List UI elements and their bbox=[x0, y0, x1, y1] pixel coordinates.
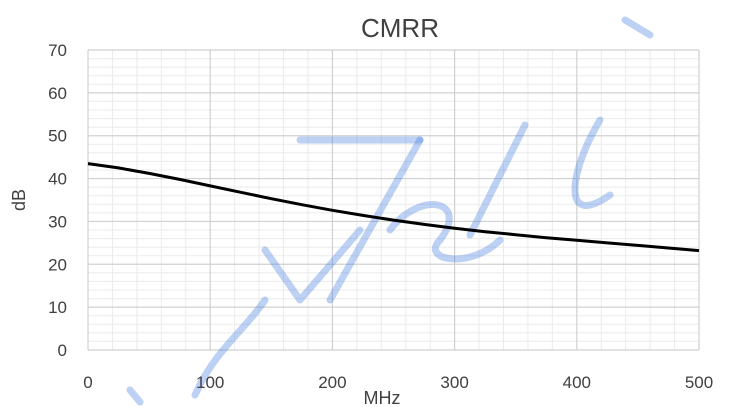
watermark-stroke bbox=[126, 386, 144, 406]
watermark-stroke bbox=[326, 136, 424, 304]
watermark-stroke bbox=[386, 201, 504, 263]
minor-gridlines bbox=[88, 50, 699, 350]
watermark-stroke bbox=[571, 116, 614, 209]
x-tick-label: 0 bbox=[83, 373, 92, 392]
y-tick-label: 60 bbox=[48, 84, 67, 103]
y-tick-label: 40 bbox=[48, 170, 67, 189]
watermark-stroke bbox=[191, 296, 269, 399]
chart-title: CMRR bbox=[361, 13, 439, 43]
x-tick-label: 400 bbox=[563, 373, 591, 392]
y-tick-label: 20 bbox=[48, 255, 67, 274]
y-tick-label: 10 bbox=[48, 298, 67, 317]
y-tick-labels: 0 10 20 30 40 50 60 70 bbox=[48, 41, 67, 360]
x-tick-labels: 0 100 200 300 400 500 bbox=[83, 373, 713, 392]
watermark bbox=[126, 16, 654, 406]
watermark-stroke bbox=[261, 226, 364, 304]
y-tick-label: 0 bbox=[58, 341, 67, 360]
y-axis-label: dB bbox=[9, 189, 29, 211]
series-line-0 bbox=[87, 162, 700, 253]
y-tick-label: 70 bbox=[48, 41, 67, 60]
series-layer bbox=[87, 162, 700, 253]
watermark-stroke bbox=[621, 16, 654, 39]
watermark-stroke bbox=[466, 121, 529, 239]
x-tick-label: 200 bbox=[318, 373, 346, 392]
y-tick-label: 50 bbox=[48, 127, 67, 146]
x-tick-label: 300 bbox=[440, 373, 468, 392]
x-tick-label: 100 bbox=[196, 373, 224, 392]
x-tick-label: 500 bbox=[685, 373, 713, 392]
x-axis-label: MHz bbox=[364, 388, 401, 407]
y-tick-label: 30 bbox=[48, 212, 67, 231]
